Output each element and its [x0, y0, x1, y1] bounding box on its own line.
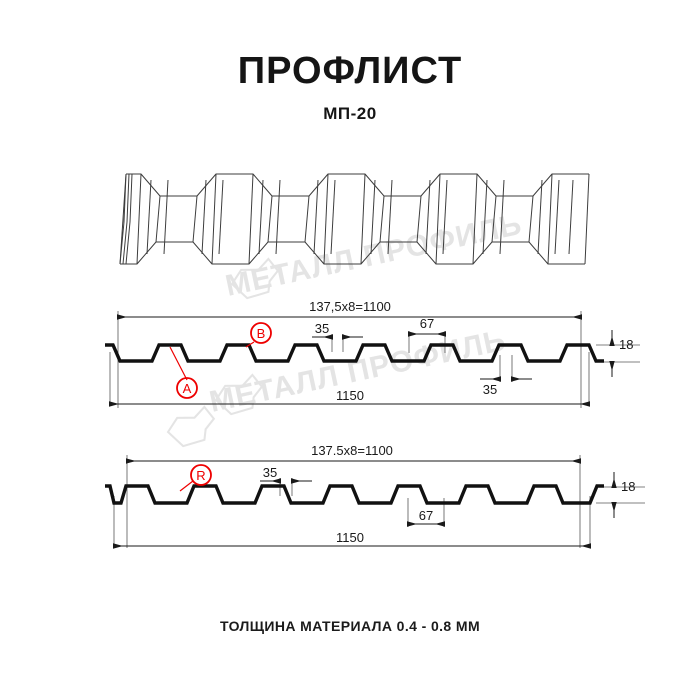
watermark-upper: МЕТАЛЛ ПРОФИЛЬ — [223, 208, 525, 303]
callout-circle — [176, 377, 198, 399]
callout-leader-line — [179, 480, 194, 492]
callout-leader-line — [245, 341, 255, 348]
dimension-label-height: 18 — [619, 337, 633, 352]
dimension-label-height: 18 — [621, 479, 635, 494]
callout-circle — [190, 464, 212, 486]
dimension-label-gap-left: 35 — [315, 321, 329, 336]
watermark-logo — [230, 257, 280, 300]
callout-leader-line — [169, 346, 188, 381]
page-subtitle: МП-20 — [323, 103, 377, 123]
profile-section-bottom — [105, 484, 604, 505]
dimension-label-pitch: 137.5x8=1100 — [311, 443, 393, 458]
watermark-lower — [166, 405, 216, 448]
page-title: ПРОФЛИСТ — [237, 50, 463, 92]
isometric-sheet-view — [119, 173, 590, 265]
profile-section-top — [105, 343, 604, 363]
callout-b: B — [245, 322, 272, 348]
watermark-logo — [214, 373, 264, 416]
callout-a: A — [169, 346, 198, 399]
dimension-label-rib-top: 67 — [420, 316, 434, 331]
watermark-logo — [166, 405, 216, 448]
profile-bottom-drawing: 137.5x8=1100 1150 35 67 — [105, 443, 645, 549]
dimension-label-width: 1150 — [336, 388, 364, 403]
dimension-label-rib-top: 67 — [419, 508, 433, 523]
callout-circle — [250, 322, 272, 344]
dimension-label-gap-right: 35 — [483, 382, 497, 397]
title-block: ПРОФЛИСТ МП-20 — [0, 50, 700, 124]
callout-label-a: A — [183, 381, 192, 396]
dimension-label-pitch: 137,5x8=1100 — [309, 299, 391, 314]
dimension-label-gap-left: 35 — [263, 465, 277, 480]
callout-r: R — [179, 464, 212, 492]
callout-label-r: R — [196, 468, 205, 483]
callout-label-b: B — [257, 326, 266, 341]
dimension-label-width: 1150 — [336, 530, 364, 545]
material-thickness-caption: ТОЛЩИНА МАТЕРИАЛА 0.4 - 0.8 ММ — [219, 618, 481, 634]
profile-top-drawing: 137,5x8=1100 1150 35 67 — [105, 299, 640, 408]
